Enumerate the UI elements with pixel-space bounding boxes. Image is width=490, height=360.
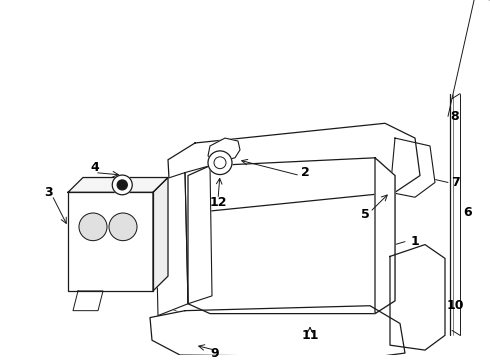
Text: 6: 6 (464, 206, 472, 219)
Polygon shape (390, 138, 435, 197)
Text: 4: 4 (91, 161, 99, 174)
Polygon shape (150, 306, 405, 357)
Text: 1: 1 (411, 235, 419, 248)
Polygon shape (68, 192, 153, 291)
Circle shape (79, 213, 107, 240)
Text: 10: 10 (446, 299, 464, 312)
Text: 11: 11 (301, 329, 319, 342)
Text: 3: 3 (44, 186, 52, 199)
Polygon shape (168, 123, 420, 212)
Text: 9: 9 (211, 347, 220, 360)
Text: 2: 2 (301, 166, 309, 179)
Circle shape (109, 213, 137, 240)
Circle shape (208, 151, 232, 175)
Circle shape (112, 175, 132, 195)
Polygon shape (188, 158, 395, 314)
Text: 8: 8 (451, 110, 459, 123)
Text: 12: 12 (209, 196, 227, 209)
Polygon shape (153, 177, 168, 291)
Polygon shape (390, 244, 445, 350)
Text: 7: 7 (451, 176, 460, 189)
Circle shape (117, 180, 127, 190)
Polygon shape (375, 158, 395, 314)
Polygon shape (185, 166, 212, 304)
Polygon shape (68, 177, 168, 192)
Polygon shape (155, 172, 188, 316)
Polygon shape (73, 291, 103, 311)
Text: 5: 5 (361, 208, 369, 221)
Polygon shape (208, 138, 240, 163)
